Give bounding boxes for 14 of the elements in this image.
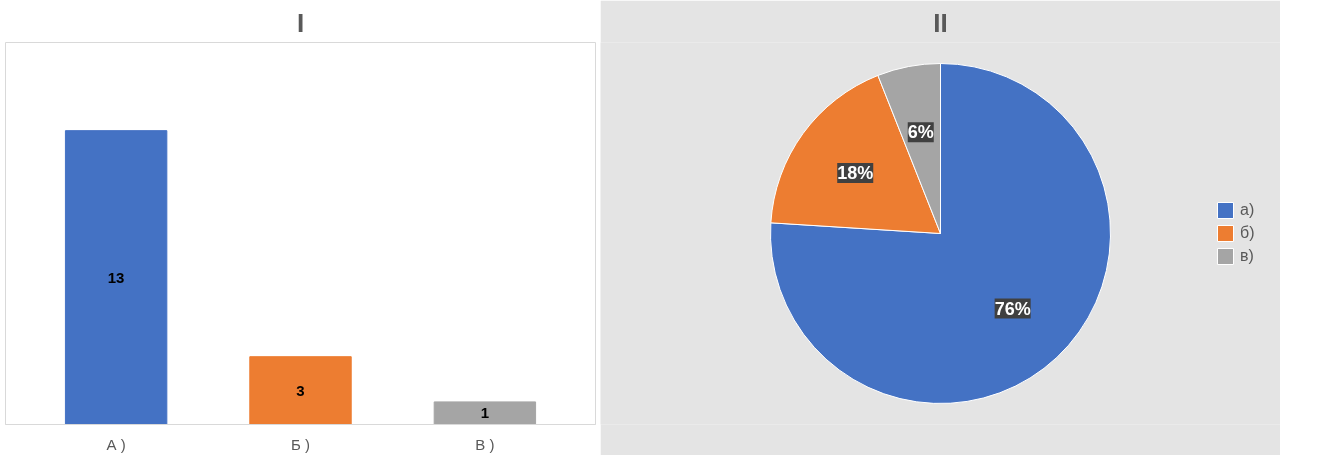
x-tick-label: Б ) bbox=[291, 435, 311, 453]
chart-title: I bbox=[296, 7, 305, 38]
legend-label: б) bbox=[1240, 224, 1256, 242]
x-tick-label: В ) bbox=[475, 435, 495, 453]
legend-label: в) bbox=[1240, 247, 1255, 265]
chart-title: II bbox=[933, 7, 948, 38]
data-label: 3 bbox=[296, 381, 305, 399]
data-label: 18% bbox=[837, 162, 874, 183]
data-label: 6% bbox=[907, 122, 934, 143]
legend-label: а) bbox=[1240, 201, 1256, 219]
x-tick-label: А ) bbox=[106, 435, 126, 453]
data-label: 13 bbox=[107, 268, 125, 286]
data-label: 76% bbox=[994, 298, 1031, 319]
data-label: 1 bbox=[480, 404, 490, 422]
